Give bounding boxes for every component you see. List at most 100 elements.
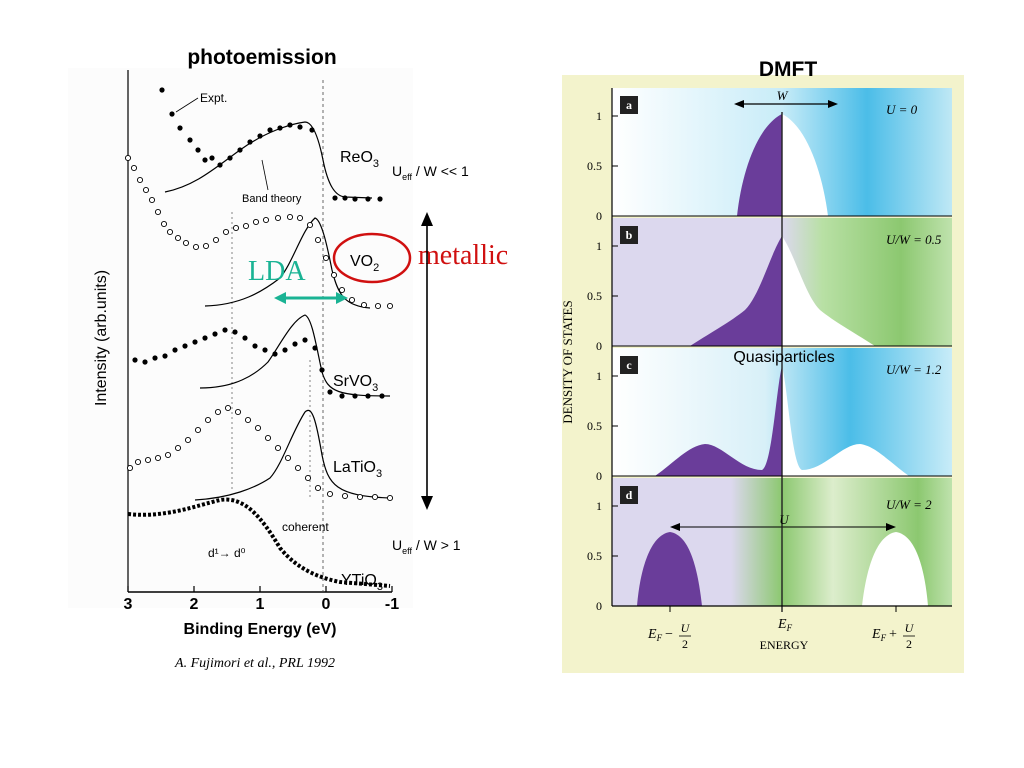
x-tick-label: 2 — [190, 596, 199, 613]
data-point — [182, 343, 188, 349]
quasiparticles-label: Quasiparticles — [733, 349, 834, 366]
data-point — [352, 196, 358, 202]
srvo3-band-curve — [199, 314, 391, 397]
data-point — [222, 327, 228, 333]
data-point — [212, 331, 218, 337]
data-point — [287, 122, 293, 128]
panel-a-empty-states — [782, 114, 828, 216]
experimental-data-points — [124, 87, 394, 502]
data-point — [365, 196, 371, 202]
data-point — [212, 236, 220, 244]
label-ytio3: YTiO3 — [341, 572, 383, 593]
lda-arrow-head-right — [336, 292, 348, 304]
band-theory-pointer — [261, 159, 269, 191]
data-point — [339, 393, 345, 399]
data-point — [252, 343, 258, 349]
data-point — [264, 434, 272, 442]
data-point — [319, 367, 325, 373]
data-point — [234, 408, 242, 416]
data-point — [274, 444, 282, 452]
dmft-x-label: ENERGY — [760, 638, 809, 652]
data-point — [386, 494, 394, 502]
x-tick-ef: EF — [777, 617, 793, 633]
panel-d-u-arrow-head-left — [670, 523, 680, 531]
y-tick-label: 1 — [596, 499, 602, 513]
x-tick-label: 0 — [322, 596, 331, 613]
panel-b-letter-box — [620, 226, 638, 244]
svg-text:EF−: EF − — [647, 627, 674, 643]
data-point — [274, 214, 282, 222]
data-point — [302, 337, 308, 343]
lda-label: LDA — [248, 256, 306, 287]
svg-text:2: 2 — [682, 637, 688, 651]
y-tick-label: 0.5 — [587, 159, 602, 173]
data-point — [160, 220, 168, 228]
data-point — [332, 195, 338, 201]
panel-a-w-label: W — [777, 88, 789, 103]
data-point — [292, 341, 298, 347]
correlation-arrow-head-bottom — [421, 496, 433, 510]
photoemission-y-label: Intensity (arb.units) — [93, 270, 110, 406]
data-point — [284, 454, 292, 462]
panel-c-letter: c — [626, 358, 632, 372]
data-point — [314, 236, 322, 244]
data-point — [272, 351, 278, 357]
data-point — [169, 111, 175, 117]
data-point — [132, 357, 138, 363]
y-tick-label: 0.5 — [587, 419, 602, 433]
panel-b-param: U/W = 0.5 — [886, 232, 942, 247]
data-point — [262, 347, 268, 353]
panel-a-param: U = 0 — [886, 102, 918, 117]
x-tick-label: 3 — [124, 596, 133, 613]
label-latio3: LaTiO3 — [333, 459, 382, 480]
panel-c-filled-states — [655, 366, 782, 476]
label-srvo3: SrVO3 — [333, 373, 378, 394]
dmft-title: DMFT — [759, 58, 817, 81]
data-point — [148, 196, 156, 204]
data-point — [154, 454, 162, 462]
data-point — [326, 490, 334, 498]
data-point — [187, 137, 193, 143]
panel-d-param: U/W = 2 — [886, 497, 932, 512]
data-point — [341, 492, 349, 500]
data-point — [294, 464, 302, 472]
svg-text:2: 2 — [906, 637, 912, 651]
data-point — [162, 353, 168, 359]
latio3-band-curve — [194, 409, 391, 501]
data-point — [244, 416, 252, 424]
data-point — [348, 296, 356, 304]
expt-pointer — [175, 97, 199, 113]
panel-d-lower-hubbard-band — [637, 532, 702, 606]
svg-text:EF+: EF + — [871, 627, 898, 643]
y-tick-label: 0.5 — [587, 549, 602, 563]
data-point — [232, 224, 240, 232]
data-point — [202, 157, 208, 163]
svg-text:U: U — [681, 621, 691, 635]
svg-text:U: U — [905, 621, 915, 635]
y-tick-label: 1 — [596, 239, 602, 253]
data-point — [142, 186, 150, 194]
data-point — [262, 216, 270, 224]
panel-b-letter: b — [626, 228, 633, 242]
data-point — [309, 127, 315, 133]
x-tick-label: 1 — [256, 596, 265, 613]
label-vo2: VO2 — [350, 253, 379, 274]
y-tick-label: 1 — [596, 109, 602, 123]
data-point — [257, 133, 263, 139]
data-point — [254, 424, 262, 432]
x-tick-label: -1 — [385, 596, 399, 613]
data-point — [192, 339, 198, 345]
data-point — [296, 214, 304, 222]
data-point — [224, 404, 232, 412]
data-point — [356, 493, 364, 501]
data-point — [277, 125, 283, 131]
data-point — [166, 228, 174, 236]
data-point — [194, 426, 202, 434]
data-point — [136, 176, 144, 184]
data-point — [159, 87, 165, 93]
data-point — [222, 228, 230, 236]
ytio3-expt-spectrum — [127, 497, 391, 588]
data-point — [342, 195, 348, 201]
ueff-w-small-label: Ueff / W << 1 — [392, 163, 469, 182]
